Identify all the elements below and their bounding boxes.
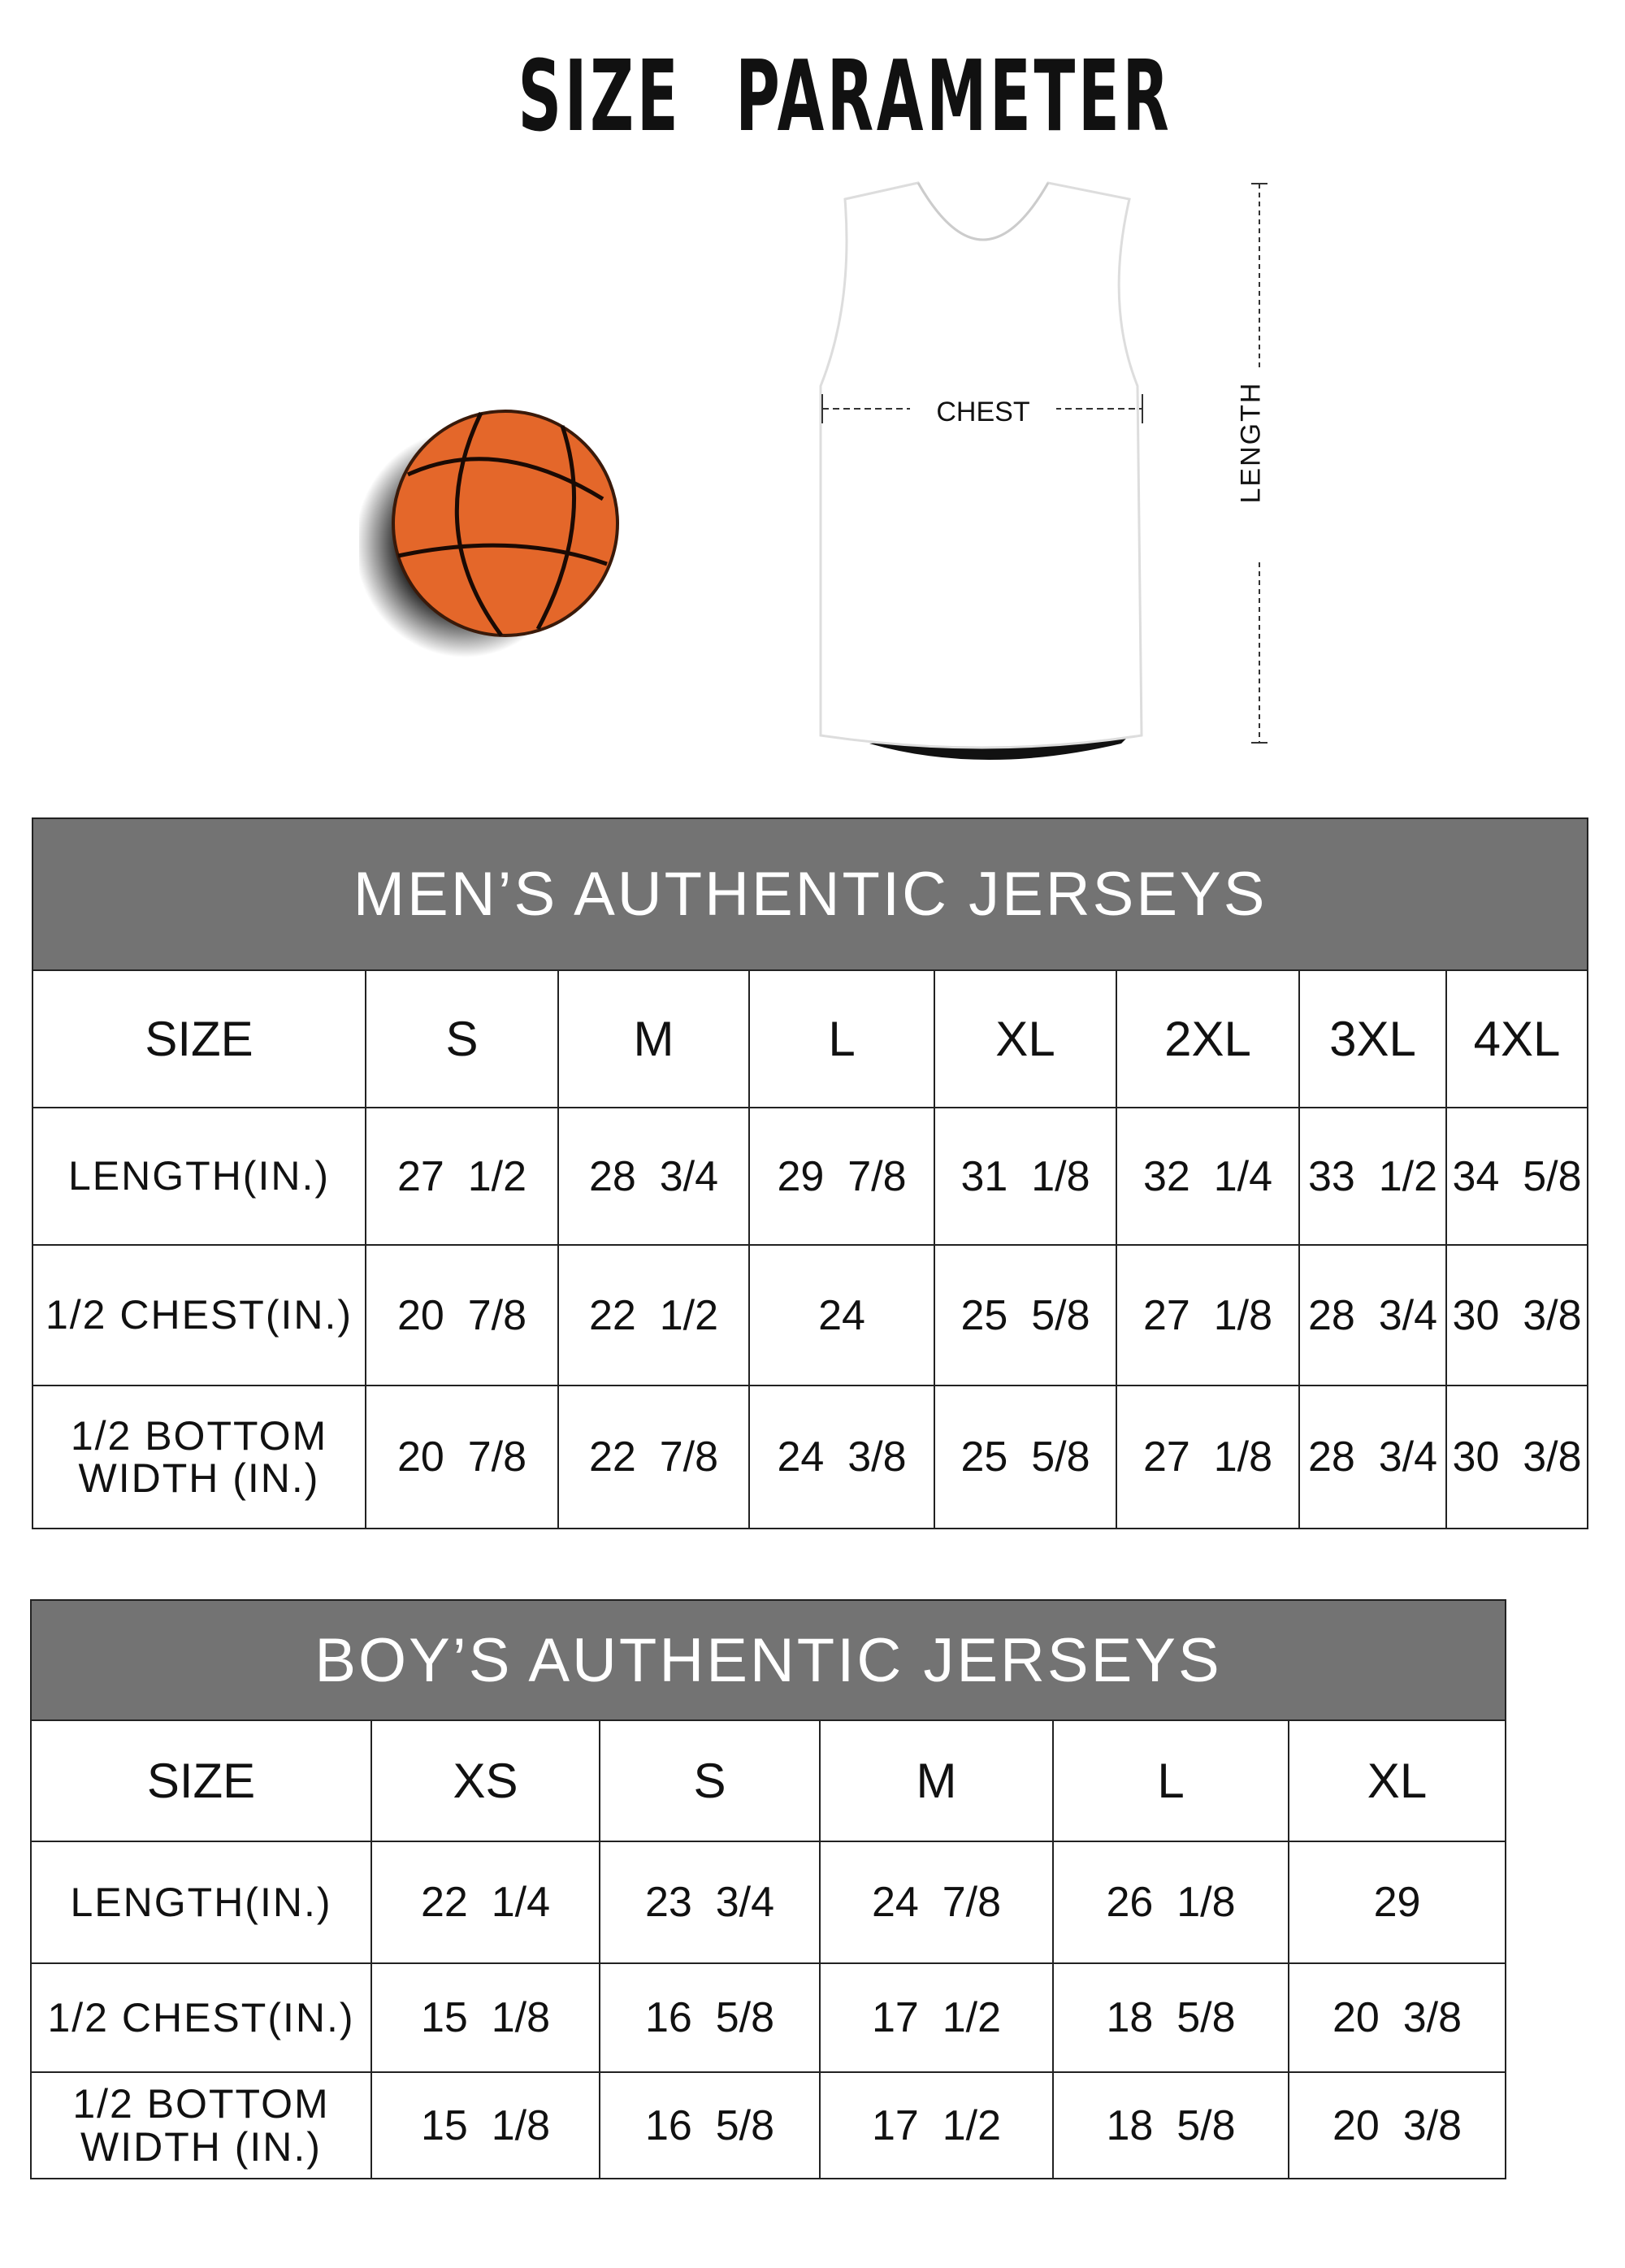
measurement-cell: 28 3/4: [557, 1107, 750, 1246]
measurement-cell: 25 5/8: [934, 1385, 1117, 1529]
measurement-cell: 17 1/2: [819, 2071, 1054, 2179]
size-header-row: SIZE XS S M L XL: [30, 1719, 1506, 1842]
measurement-cell: 27 1/8: [1116, 1385, 1300, 1529]
boys-size-table: BOY’S AUTHENTIC JERSEYS SIZE XS S M L XL LENGTH…: [30, 1599, 1506, 2179]
size-header-xs: XS: [370, 1719, 600, 1842]
row-label: 1/2 BOTTOM WIDTH (IN.): [30, 2071, 372, 2179]
table-row: LENGTH(IN.) 22 1/4 23 3/4 24 7/8 26 1/8 29: [30, 1841, 1506, 1964]
row-label: 1/2 CHEST(IN.): [32, 1244, 366, 1386]
size-label: SIZE: [30, 1719, 372, 1842]
size-header-s: S: [365, 969, 559, 1108]
measurement-cell: 29 7/8: [748, 1107, 935, 1246]
page-title: SIZE PARAMETER: [518, 41, 1172, 154]
size-header-l: L: [748, 969, 935, 1108]
measurement-cell: 27 1/8: [1116, 1244, 1300, 1386]
measurement-cell: 18 5/8: [1052, 2071, 1289, 2179]
length-measure-label: LENGTH: [1235, 381, 1267, 504]
measurement-cell: 34 5/8: [1445, 1107, 1589, 1246]
measurement-cell: 22 1/4: [370, 1841, 600, 1964]
measurement-cell: 32 1/4: [1116, 1107, 1300, 1246]
table-row: 1/2 CHEST(IN.) 20 7/8 22 1/2 24 25 5/8 27 1/8…: [32, 1244, 1589, 1386]
measurement-cell: 29: [1288, 1841, 1506, 1964]
row-label: LENGTH(IN.): [32, 1107, 366, 1246]
table-title: MEN’S AUTHENTIC JERSEYS: [31, 817, 1589, 971]
size-header-s: S: [599, 1719, 821, 1842]
measurement-cell: 33 1/2: [1298, 1107, 1447, 1246]
measurement-cell: 17 1/2: [819, 1962, 1054, 2073]
measurement-cell: 23 3/4: [599, 1841, 821, 1964]
measurement-cell: 27 1/2: [365, 1107, 559, 1246]
measurement-cell: 20 7/8: [365, 1385, 559, 1529]
size-header-xl: XL: [934, 969, 1117, 1108]
size-header-m: M: [819, 1719, 1054, 1842]
measurement-cell: 24 3/8: [748, 1385, 935, 1529]
measurement-cell: 16 5/8: [599, 2071, 821, 2179]
measurement-cell: 20 7/8: [365, 1244, 559, 1386]
row-label: 1/2 BOTTOM WIDTH (IN.): [32, 1385, 366, 1529]
measurement-cell: 16 5/8: [599, 1962, 821, 2073]
table-row: LENGTH(IN.) 27 1/2 28 3/4 29 7/8 31 1/8 32 1/…: [32, 1107, 1589, 1246]
size-header-2xl: 2XL: [1116, 969, 1300, 1108]
measurement-cell: 31 1/8: [934, 1107, 1117, 1246]
row-label: 1/2 CHEST(IN.): [30, 1962, 372, 2073]
size-header-xl: XL: [1288, 1719, 1506, 1842]
measurement-cell: 25 5/8: [934, 1244, 1117, 1386]
size-header-m: M: [557, 969, 750, 1108]
measurement-cell: 20 3/8: [1288, 1962, 1506, 2073]
measurement-cell: 26 1/8: [1052, 1841, 1289, 1964]
mens-size-table: MEN’S AUTHENTIC JERSEYS SIZE S M L XL 2XL 3XL 4X…: [31, 817, 1589, 1529]
table-row: 1/2 BOTTOM WIDTH (IN.) 20 7/8 22 7/8 24 3/8…: [32, 1385, 1589, 1529]
size-header-3xl: 3XL: [1298, 969, 1447, 1108]
measurement-cell: 28 3/4: [1298, 1385, 1447, 1529]
jersey-image: [819, 181, 1143, 760]
size-label: SIZE: [32, 969, 366, 1108]
size-header-4xl: 4XL: [1445, 969, 1589, 1108]
measurement-cell: 15 1/8: [370, 1962, 600, 2073]
size-header-l: L: [1052, 1719, 1289, 1842]
measurement-cell: 24: [748, 1244, 935, 1386]
measurement-cell: 30 3/8: [1445, 1385, 1589, 1529]
measurement-cell: 22 7/8: [557, 1385, 750, 1529]
row-label: LENGTH(IN.): [30, 1841, 372, 1964]
basketball-icon: [359, 410, 619, 657]
size-header-row: SIZE S M L XL 2XL 3XL 4XL: [32, 969, 1589, 1108]
table-title: BOY’S AUTHENTIC JERSEYS: [30, 1599, 1506, 1721]
table-row: 1/2 CHEST(IN.) 15 1/8 16 5/8 17 1/2 18 5/8 20…: [30, 1962, 1506, 2073]
measurement-cell: 22 1/2: [557, 1244, 750, 1386]
table-row: 1/2 BOTTOM WIDTH (IN.) 15 1/8 16 5/8 17 1/2…: [30, 2071, 1506, 2179]
measurement-cell: 24 7/8: [819, 1841, 1054, 1964]
measurement-cell: 15 1/8: [370, 2071, 600, 2179]
measurement-cell: 20 3/8: [1288, 2071, 1506, 2179]
length-measure-line: [1251, 183, 1268, 744]
measurement-cell: 30 3/8: [1445, 1244, 1589, 1386]
chest-measure-label: CHEST: [910, 397, 1056, 428]
measurement-cell: 18 5/8: [1052, 1962, 1289, 2073]
measurement-cell: 28 3/4: [1298, 1244, 1447, 1386]
